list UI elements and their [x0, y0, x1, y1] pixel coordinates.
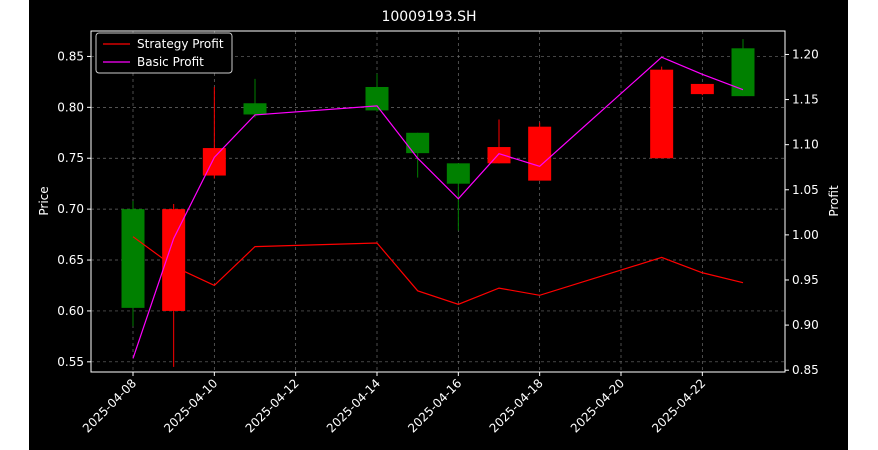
- candle-body: [121, 209, 145, 308]
- legend-box: [95, 32, 233, 74]
- candle-body: [487, 147, 511, 164]
- y-tick-label: 0.75: [57, 151, 84, 165]
- candle-body: [446, 163, 470, 184]
- y-tick-label: 0.55: [57, 355, 84, 369]
- y2-tick-label: 1.10: [792, 138, 819, 152]
- y2-tick-label: 0.85: [792, 363, 819, 377]
- y-tick-label: 0.60: [57, 304, 84, 318]
- legend-label-basic-profit: Basic Profit: [137, 55, 204, 69]
- candle-body: [690, 83, 714, 95]
- y2-axis-label: Profit: [827, 185, 841, 217]
- basic-profit-line: [132, 56, 744, 359]
- candle-body: [162, 209, 186, 311]
- y2-tick-label: 1.05: [792, 183, 819, 197]
- profit-lines: [132, 56, 744, 359]
- y-tick-label: 0.85: [57, 49, 84, 63]
- y-axis-label: Price: [37, 186, 51, 215]
- y2-tick-label: 1.15: [792, 93, 819, 107]
- candle-body: [731, 48, 755, 97]
- legend: Strategy Profit Basic Profit: [95, 32, 233, 74]
- y2-tick-label: 1.20: [792, 47, 819, 61]
- candle-body: [406, 132, 430, 154]
- y2-tick-label: 0.95: [792, 273, 819, 287]
- legend-label-strategy-profit: Strategy Profit: [137, 37, 224, 51]
- plot-frame: [90, 30, 786, 373]
- candle-body: [202, 148, 226, 176]
- candles: [121, 39, 755, 367]
- candle-body: [650, 69, 674, 159]
- y2-tick-label: 0.90: [792, 318, 819, 332]
- candle-body: [528, 126, 552, 181]
- chart-title: 10009193.SH: [381, 9, 476, 25]
- y-tick-label: 0.70: [57, 202, 84, 216]
- y2-tick-label: 1.00: [792, 228, 819, 242]
- candle-body: [243, 103, 267, 115]
- y-tick-label: 0.80: [57, 100, 84, 114]
- candle-body: [365, 86, 389, 111]
- strategy-profit-line: [132, 236, 744, 305]
- y-tick-label: 0.65: [57, 253, 84, 267]
- right-y-axis-ticks: 0.85 0.90 0.95 1.00 1.05 1.10 1.15 1.20: [785, 47, 819, 377]
- left-y-axis-ticks: 0.55 0.60 0.65 0.70 0.75 0.80 0.85: [57, 49, 91, 369]
